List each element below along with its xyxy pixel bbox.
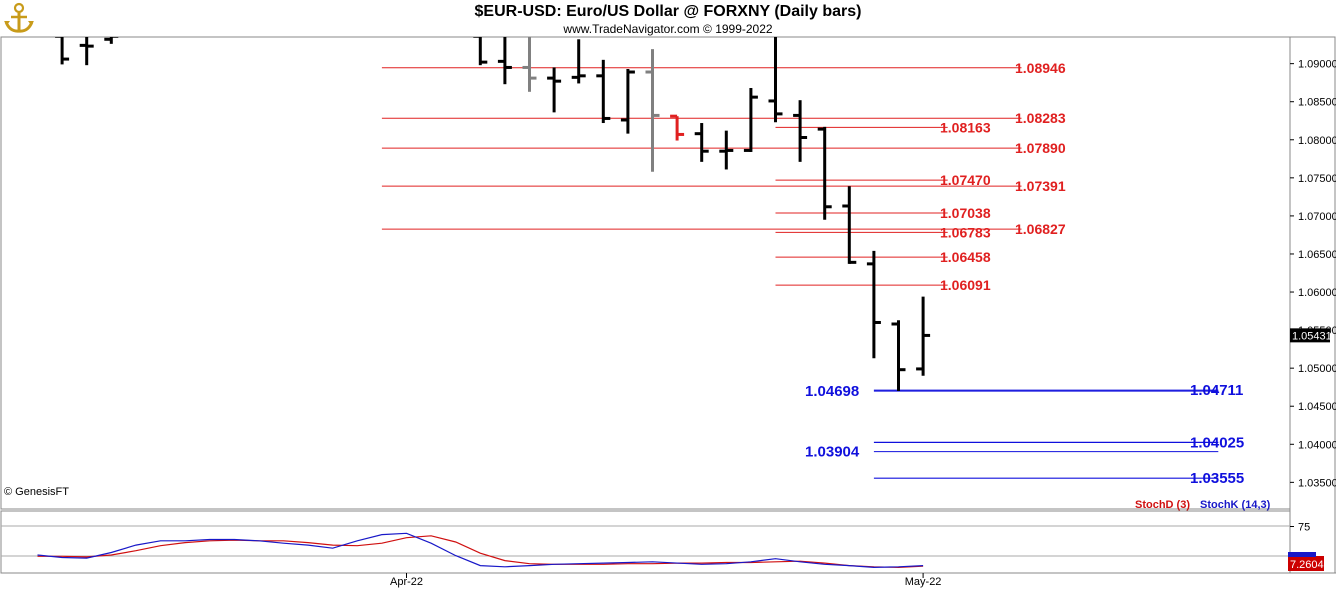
y-tick-label: 1.09000 <box>1298 59 1336 71</box>
resistance-label: 1.07038 <box>940 205 991 221</box>
support-label: 1.04698 <box>805 383 859 400</box>
y-tick-label: 1.08000 <box>1298 135 1336 147</box>
y-tick-label: 1.04500 <box>1298 401 1336 413</box>
y-tick-label: 1.06000 <box>1298 287 1336 299</box>
stoch-value-box <box>1288 556 1324 571</box>
chart-subtitle: www.TradeNavigator.com © 1999-2022 <box>563 22 773 36</box>
y-tick-label: 1.04000 <box>1298 439 1336 451</box>
time-axis: Apr-22 May-22 <box>390 573 941 588</box>
chart-title: $EUR-USD: Euro/US Dollar @ FORXNY (Daily… <box>474 3 862 20</box>
copyright-label: © GenesisFT <box>4 486 69 498</box>
resistance-label: 1.06827 <box>1015 221 1066 237</box>
anchor-logo-icon <box>4 2 34 33</box>
resistance-label: 1.07890 <box>1015 140 1066 156</box>
resistance-label: 1.07470 <box>940 172 991 188</box>
stoch-d-legend: StochD (3) <box>1135 499 1190 511</box>
resistance-label: 1.08163 <box>940 119 991 135</box>
stoch-value-label: 7.2604 <box>1290 559 1324 571</box>
resistance-label: 1.06091 <box>940 277 991 293</box>
resistance-label: 1.06783 <box>940 224 991 240</box>
support-label: 1.03555 <box>1190 470 1244 487</box>
stoch-tick-label: 75 <box>1298 522 1310 534</box>
y-tick-label: 1.07500 <box>1298 173 1336 185</box>
stochastic-panel: 75 7.2604 <box>37 522 1324 571</box>
support-label: 1.04025 <box>1190 434 1244 451</box>
last-price-box <box>1290 328 1330 343</box>
resistance-label: 1.08283 <box>1015 110 1066 126</box>
stoch-k-legend: StochK (14,3) <box>1200 499 1271 511</box>
y-tick-label: 1.07000 <box>1298 211 1336 223</box>
axis-strip <box>1289 36 1336 574</box>
y-tick-label: 1.03500 <box>1298 477 1336 489</box>
support-label: 1.04711 <box>1190 382 1243 399</box>
price-panel-border <box>0 36 1291 510</box>
resistance-label: 1.08946 <box>1015 60 1066 76</box>
price-axis: 1.09000 1.08500 1.08000 1.07500 1.07000 1.065… <box>1290 59 1336 489</box>
stoch-k-value-marker <box>1288 552 1316 557</box>
level-lines: 1.08946 1.08283 1.08163 1.07890 1.07470 1.073… <box>381 60 1244 487</box>
y-tick-label: 1.06500 <box>1298 249 1336 261</box>
chart-header: $EUR-USD: Euro/US Dollar @ FORXNY (Daily… <box>0 0 1336 37</box>
x-tick-label: May-22 <box>905 576 942 588</box>
stoch-k-line <box>37 532 924 569</box>
price-bars <box>55 37 931 391</box>
chart-text-labels: © GenesisFT StochD (3) StochK (14,3) <box>4 486 1271 511</box>
chart-frame <box>0 36 1336 574</box>
y-tick-label: 1.05000 <box>1298 363 1336 375</box>
x-tick-label: Apr-22 <box>390 576 423 588</box>
resistance-label: 1.06458 <box>940 249 991 265</box>
stoch-d-line <box>37 535 924 569</box>
y-tick-label: 1.08500 <box>1298 97 1336 109</box>
resistance-label: 1.07391 <box>1015 178 1066 194</box>
support-label: 1.03904 <box>805 444 860 461</box>
last-price-label: 1.05431 <box>1292 330 1332 342</box>
